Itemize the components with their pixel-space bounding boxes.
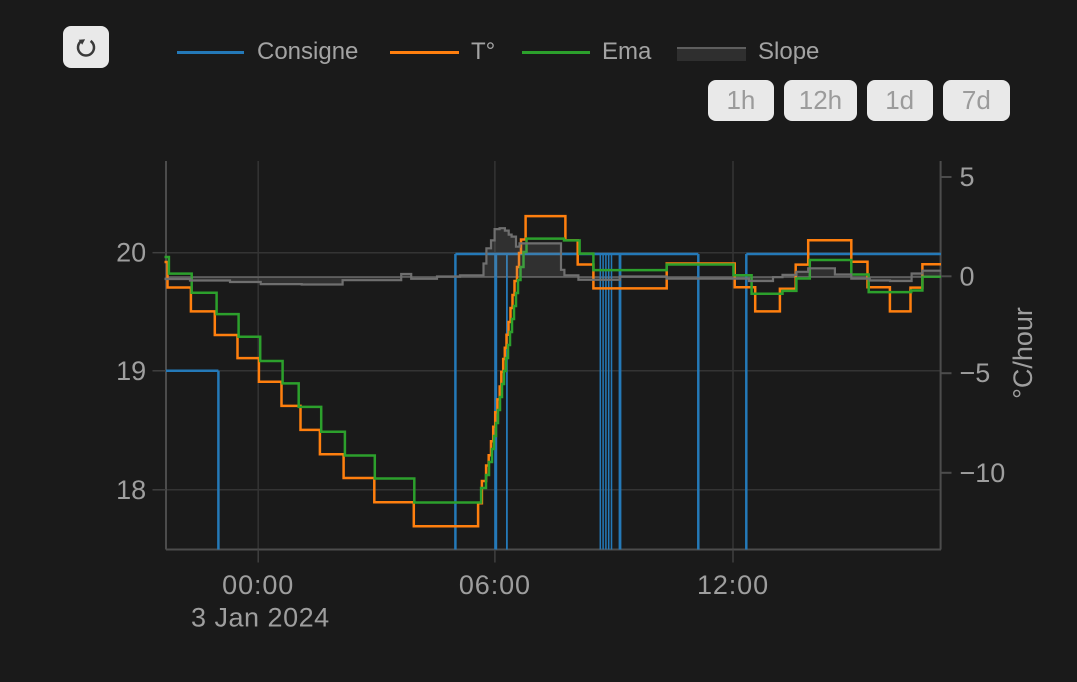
svg-text:°C/hour: °C/hour	[1008, 307, 1038, 399]
svg-text:5: 5	[960, 162, 975, 192]
svg-text:3 Jan 2024: 3 Jan 2024	[191, 603, 330, 633]
svg-text:00:00: 00:00	[222, 570, 294, 600]
svg-text:0: 0	[960, 261, 975, 291]
svg-text:18: 18	[116, 475, 146, 505]
svg-text:−5: −5	[960, 358, 991, 388]
svg-text:12:00: 12:00	[697, 570, 769, 600]
svg-text:20: 20	[116, 238, 146, 268]
svg-text:19: 19	[116, 356, 146, 386]
svg-text:−10: −10	[960, 458, 1006, 488]
svg-text:06:00: 06:00	[459, 570, 531, 600]
